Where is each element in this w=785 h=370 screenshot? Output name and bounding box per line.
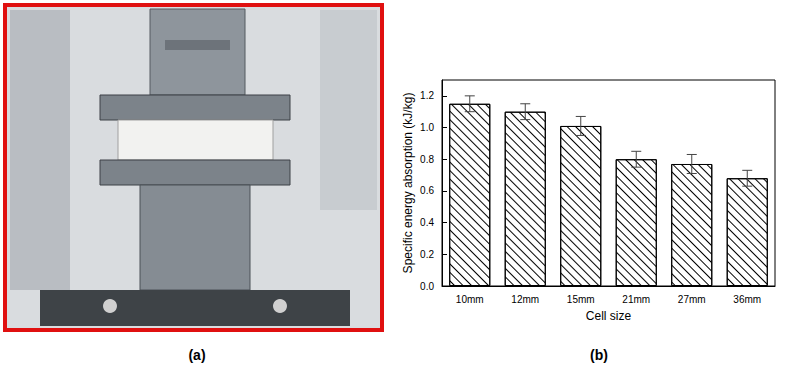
svg-text:Specific energy absorption (kJ: Specific energy absorption (kJ/kg) <box>401 93 415 274</box>
svg-text:0.2: 0.2 <box>420 249 434 260</box>
svg-text:0.0: 0.0 <box>420 281 434 292</box>
svg-text:27mm: 27mm <box>678 294 706 305</box>
svg-text:15mm: 15mm <box>567 294 595 305</box>
svg-text:10mm: 10mm <box>456 294 484 305</box>
svg-text:1.0: 1.0 <box>420 122 434 133</box>
svg-text:36mm: 36mm <box>733 294 761 305</box>
svg-text:0.4: 0.4 <box>420 217 434 228</box>
svg-text:21mm: 21mm <box>622 294 650 305</box>
svg-text:(b): (b) <box>590 347 608 363</box>
svg-text:1.2: 1.2 <box>420 90 434 101</box>
svg-text:12mm: 12mm <box>511 294 539 305</box>
svg-text:0.6: 0.6 <box>420 185 434 196</box>
svg-text:Cell size: Cell size <box>586 309 632 323</box>
svg-text:(a): (a) <box>188 347 205 363</box>
svg-text:0.8: 0.8 <box>420 154 434 165</box>
